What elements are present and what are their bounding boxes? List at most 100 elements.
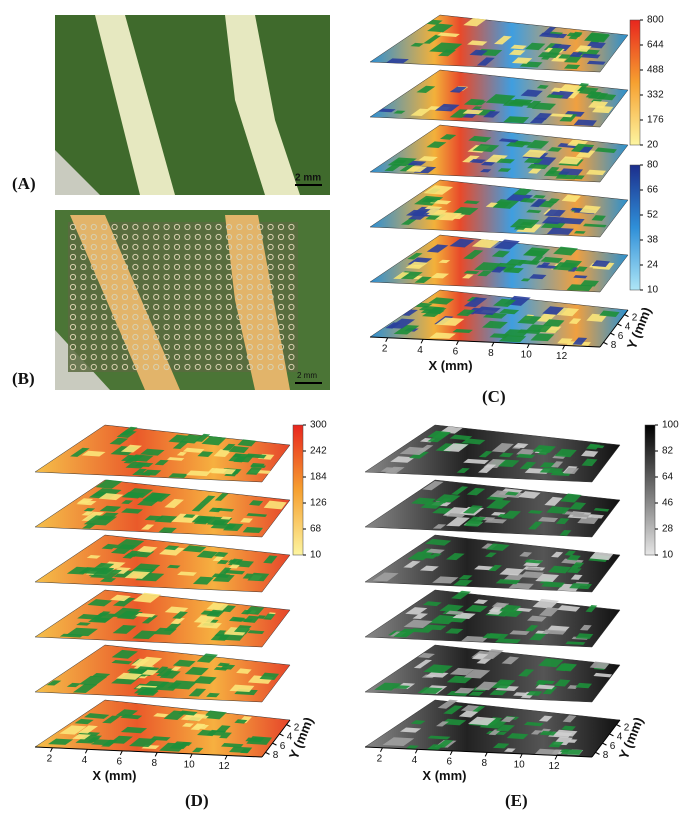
map-patch: [263, 555, 278, 564]
map-patch: [528, 256, 544, 265]
map-patch: [579, 624, 592, 631]
map-patch: [516, 448, 536, 456]
map-patch: [86, 554, 101, 559]
map-patch: [589, 551, 614, 561]
map-patch: [599, 310, 620, 317]
map-patch: [463, 200, 480, 205]
spot: [225, 333, 233, 341]
map-patch: [532, 598, 559, 609]
spot: [246, 303, 253, 311]
map-patch: [513, 225, 527, 230]
map-patch: [530, 333, 555, 342]
colorbar-label: 24: [647, 260, 659, 271]
map-patch: [513, 188, 532, 196]
map-patch: [263, 500, 287, 510]
map-patch: [558, 156, 583, 165]
spot: [121, 303, 129, 311]
map-patch: [474, 565, 495, 571]
map-patch: [405, 261, 428, 269]
map-patch: [101, 543, 118, 550]
map-layer: [369, 234, 629, 293]
map-patch: [554, 679, 571, 687]
map-patch: [223, 569, 245, 575]
spot: [90, 333, 97, 341]
spot: [121, 253, 129, 261]
spot: [111, 313, 118, 321]
map-patch: [523, 157, 544, 164]
spot: [184, 263, 191, 271]
map-patch: [491, 602, 510, 608]
map-patch: [449, 86, 467, 93]
x-tick-label: 2: [382, 343, 388, 354]
spot: [277, 323, 285, 331]
colorbar: [629, 19, 641, 146]
map-patch: [463, 98, 485, 106]
map-patch: [423, 34, 442, 44]
spot: [173, 283, 181, 291]
spot: [215, 243, 222, 251]
y-tick: [595, 751, 600, 755]
map-patch: [439, 134, 457, 140]
spot: [225, 313, 233, 321]
spot: [225, 253, 233, 261]
map-patch: [501, 510, 522, 519]
map-patch: [76, 622, 91, 626]
spot: [121, 323, 129, 331]
photo-b: 2 mm: [55, 210, 330, 390]
map-patch: [140, 524, 155, 530]
map-patch: [456, 309, 476, 317]
spot: [69, 243, 77, 251]
spot: [132, 353, 139, 361]
map-patch: [48, 738, 74, 745]
spot: [163, 283, 170, 291]
x-tick: [224, 755, 228, 760]
map-patch: [510, 44, 527, 50]
x-tick-label: 8: [481, 758, 487, 769]
map-patch: [585, 169, 607, 176]
map-patch: [458, 710, 479, 718]
x-tick: [484, 752, 488, 757]
spot: [101, 343, 108, 351]
spot: [236, 313, 243, 321]
spot: [288, 313, 295, 321]
spot: [90, 243, 97, 251]
x-tick-label: 2: [47, 753, 53, 764]
x-tick-label: 12: [556, 351, 568, 362]
map-layer: [34, 479, 291, 538]
map-patch: [527, 615, 547, 622]
map-patch: [232, 617, 253, 623]
map-patch: [159, 742, 188, 752]
map-patch: [233, 625, 252, 633]
map-patch: [154, 666, 169, 674]
map-patch: [88, 488, 122, 500]
x-tick-label: 12: [219, 761, 231, 772]
spot: [288, 233, 295, 241]
map-patch: [46, 680, 62, 686]
spot: [194, 313, 201, 321]
scale-label: 2 mm: [297, 371, 317, 380]
map-patch: [222, 443, 236, 451]
spot: [163, 233, 170, 241]
spot: [69, 303, 77, 311]
spot: [163, 333, 170, 341]
spot: [288, 303, 295, 311]
map-patch: [555, 665, 571, 672]
map-patch: [240, 517, 253, 523]
map-patch: [196, 621, 222, 629]
map-patch: [500, 716, 516, 723]
map-patch: [426, 19, 443, 25]
map-patch: [537, 447, 554, 455]
map-patch: [420, 501, 445, 509]
spot: [163, 293, 170, 301]
map-patch: [522, 149, 547, 158]
map-layer: [369, 124, 629, 183]
spot: [101, 233, 108, 241]
map-patch: [190, 723, 206, 731]
map-patch: [164, 498, 184, 508]
spot: [121, 353, 129, 361]
map-patch: [504, 491, 520, 496]
spot: [132, 333, 139, 341]
map-patch: [498, 138, 519, 143]
spot: [257, 273, 264, 281]
map-patch: [392, 159, 407, 164]
